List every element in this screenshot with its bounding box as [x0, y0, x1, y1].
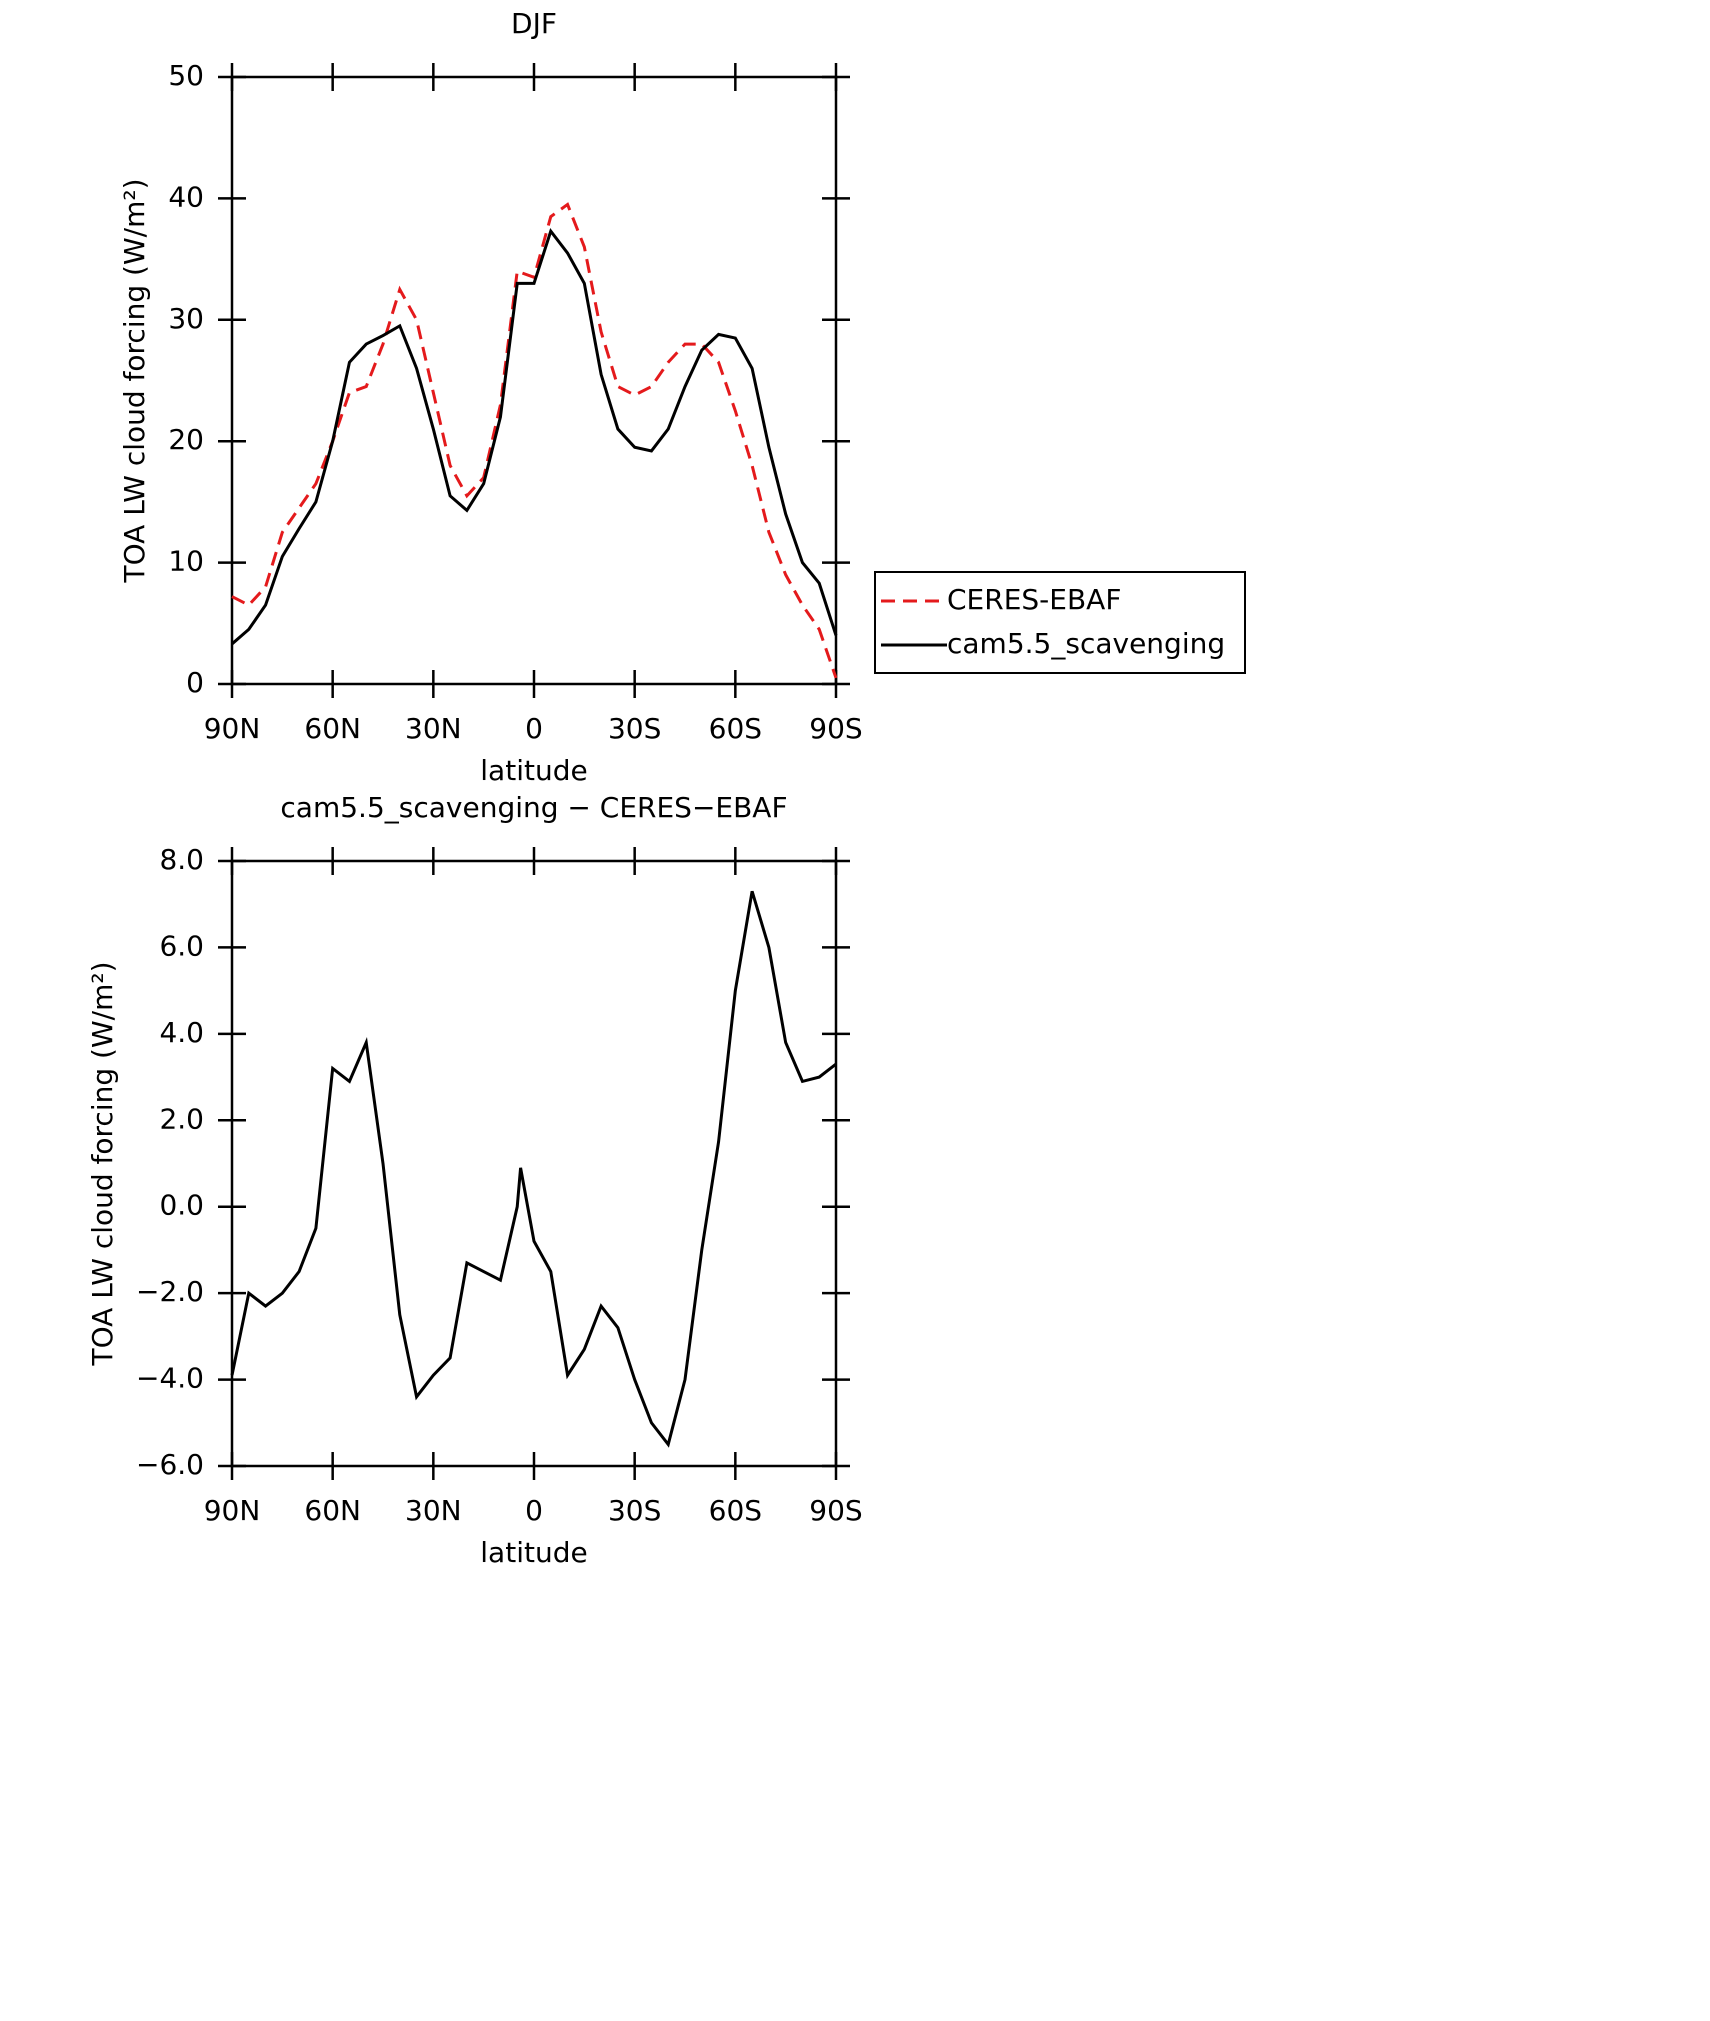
- chart-title: cam5.5_scavenging − CERES−EBAF: [280, 791, 787, 824]
- data-line: [231, 227, 838, 646]
- x-axis-label: latitude: [480, 754, 587, 787]
- y-tick-label: −4.0: [136, 1362, 204, 1395]
- y-tick-label: 0.0: [159, 1189, 204, 1222]
- plot-frame: [230, 75, 838, 686]
- y-axis-label: TOA LW cloud forcing (W/m²): [86, 962, 119, 1367]
- y-tick-label: 10: [168, 545, 204, 578]
- y-tick-label: 40: [168, 180, 204, 213]
- data-line: [231, 202, 838, 679]
- x-tick-label: 60S: [709, 1494, 762, 1527]
- x-tick-label: 90S: [809, 1494, 862, 1527]
- y-tick-label: 8.0: [159, 843, 204, 876]
- x-tick-label: 90N: [204, 712, 261, 745]
- y-tick-label: 0: [186, 666, 204, 699]
- x-tick-label: 90S: [809, 712, 862, 745]
- y-tick-label: −6.0: [136, 1448, 204, 1481]
- y-tick-label: 6.0: [159, 929, 204, 962]
- data-line: [230, 890, 837, 1448]
- x-axis-label: latitude: [480, 1536, 587, 1569]
- legend-label: cam5.5_scavenging: [947, 627, 1225, 660]
- x-tick-label: 30N: [405, 712, 462, 745]
- x-tick-label: 30S: [608, 1494, 661, 1527]
- x-tick-label: 60N: [304, 712, 361, 745]
- legend-label: CERES-EBAF: [947, 583, 1121, 616]
- y-tick-label: 50: [168, 59, 204, 92]
- x-tick-label: 0: [525, 1494, 543, 1527]
- y-tick-label: 30: [168, 302, 204, 335]
- x-tick-label: 0: [525, 712, 543, 745]
- chart-title: DJF: [511, 7, 557, 40]
- y-tick-label: 4.0: [159, 1016, 204, 1049]
- x-tick-label: 60N: [304, 1494, 361, 1527]
- y-axis-label: TOA LW cloud forcing (W/m²): [118, 179, 151, 584]
- y-tick-label: −2.0: [136, 1275, 204, 1308]
- y-tick-label: 2.0: [159, 1102, 204, 1135]
- x-tick-label: 30N: [405, 1494, 462, 1527]
- x-tick-label: 30S: [608, 712, 661, 745]
- y-tick-label: 20: [168, 423, 204, 456]
- x-tick-label: 60S: [709, 712, 762, 745]
- legend-box: [874, 571, 1246, 674]
- x-tick-label: 90N: [204, 1494, 261, 1527]
